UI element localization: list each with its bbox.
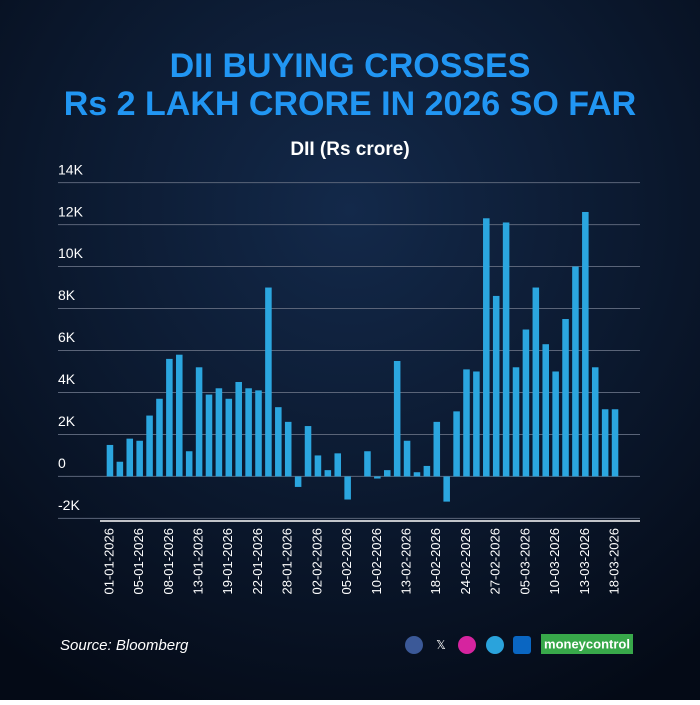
svg-text:𝕏: 𝕏 — [436, 638, 446, 652]
bar — [146, 415, 153, 477]
bar — [601, 409, 609, 477]
bar — [116, 461, 124, 477]
x-tick-label: 24-02-2026 — [458, 528, 473, 595]
x-tick-label: 13-03-2026 — [577, 528, 592, 595]
bar — [492, 295, 500, 477]
x-tick-label: 02-02-2026 — [309, 528, 324, 595]
bar — [393, 360, 401, 477]
x-tick-label: 18-03-2026 — [606, 528, 621, 595]
chart-title: DII BUYING CROSSES — [170, 47, 531, 85]
social-icons: 𝕏 — [405, 636, 531, 654]
bar — [245, 388, 252, 477]
bar — [195, 367, 203, 477]
bar — [502, 222, 510, 477]
bar — [275, 407, 282, 477]
bar — [383, 470, 391, 477]
y-tick-label: 6K — [58, 329, 76, 345]
x-tick-label: 22-01-2026 — [250, 528, 265, 595]
bar — [463, 369, 470, 477]
y-tick-label: 10K — [58, 245, 84, 261]
bar — [284, 421, 292, 477]
plot-area: -2K 0 2K 4K 6K 8K 10K 12K 14K 01-01-2026 05-01-202… — [58, 161, 640, 595]
y-tick-label: 4K — [58, 371, 76, 387]
y-tick-label: 12K — [58, 203, 84, 219]
bar — [364, 451, 371, 477]
y-tick-label: -2K — [58, 497, 80, 513]
bar — [294, 476, 302, 487]
bar — [126, 438, 134, 477]
x-tick-label: 19-01-2026 — [220, 528, 235, 595]
bar — [413, 472, 421, 477]
bar — [591, 367, 599, 477]
x-tick-label: 13-01-2026 — [191, 528, 206, 595]
y-tick-label: 2K — [58, 413, 76, 429]
x-tick-label: 27-02-2026 — [488, 528, 503, 595]
bar — [185, 451, 193, 477]
bar — [443, 476, 450, 502]
x-tick-label: 05-02-2026 — [339, 528, 354, 595]
bar — [512, 367, 520, 477]
bar — [344, 476, 351, 500]
bar — [205, 394, 213, 477]
bar — [225, 398, 233, 477]
x-tick-label: 18-02-2026 — [428, 528, 443, 595]
x-tick-label: 05-01-2026 — [131, 528, 146, 595]
x-tick-label: 05-03-2026 — [517, 528, 532, 595]
x-tick-label: 01-01-2026 — [101, 528, 116, 595]
brand: moneycontrol — [544, 636, 630, 651]
bar — [176, 354, 183, 477]
bar — [542, 344, 549, 477]
bar — [166, 358, 173, 477]
x-tick-label: 10-03-2026 — [547, 528, 562, 595]
y-tick-label: 8K — [58, 287, 76, 303]
x-tick-label: 08-01-2026 — [161, 528, 176, 595]
bar — [334, 453, 342, 477]
bar — [611, 409, 619, 477]
bar — [235, 381, 242, 477]
chart-title: Rs 2 LAKH CRORE IN 2026 SO FAR — [64, 85, 636, 123]
chart-subtitle: DII (Rs crore) — [290, 139, 409, 160]
x-tick-label: 28-01-2026 — [280, 528, 295, 595]
bar — [572, 266, 579, 477]
bar — [483, 218, 490, 477]
y-tick-label: 0 — [58, 455, 66, 471]
bar — [522, 329, 530, 477]
source: Source: Bloomberg — [60, 637, 189, 654]
bar — [532, 287, 540, 477]
y-tick-label: 14K — [58, 161, 84, 177]
bar — [582, 211, 589, 477]
x-tick-label: 10-02-2026 — [369, 528, 384, 595]
bar — [433, 421, 441, 477]
bar — [423, 465, 431, 477]
bar — [324, 470, 332, 477]
bar — [403, 440, 411, 477]
bar — [136, 440, 143, 477]
brand-logo — [541, 634, 633, 654]
bar — [265, 287, 272, 477]
bar — [562, 319, 569, 477]
bar — [473, 371, 480, 477]
bar — [106, 444, 114, 477]
bar — [552, 371, 559, 477]
bar — [304, 426, 312, 477]
bar — [453, 411, 460, 477]
bar — [314, 455, 322, 477]
bar — [255, 390, 262, 477]
bar — [374, 476, 381, 479]
bar — [215, 388, 223, 477]
bar — [156, 398, 163, 477]
x-tick-label: 13-02-2026 — [399, 528, 414, 595]
